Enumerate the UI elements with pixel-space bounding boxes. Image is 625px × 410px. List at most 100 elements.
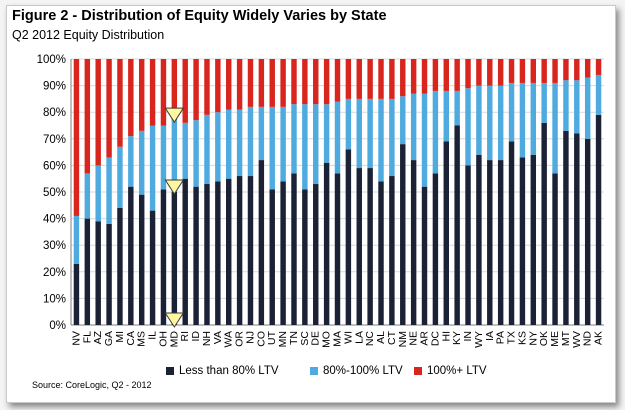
- bar-segment-nv-1: [73, 215, 80, 264]
- legend-item-100-plus: 100%+ LTV: [414, 365, 487, 377]
- bar-segment-mi-1: [117, 146, 123, 208]
- bar-segment-ri-0: [182, 178, 188, 325]
- legend-label-80-100: 80%-100% LTV: [323, 365, 403, 377]
- x-tick-label: AZ: [92, 330, 104, 344]
- bar-segment-al-0: [378, 181, 384, 325]
- bar-segment-mn-1: [280, 106, 286, 182]
- bar-segment-nm-1: [400, 96, 406, 145]
- legend-label-less-than-80: Less than 80% LTV: [179, 365, 279, 377]
- chart-subtitle: Q2 2012 Equity Distribution: [12, 28, 165, 42]
- y-tick-label: 10%: [43, 293, 66, 305]
- bar-segment-ia-2: [487, 59, 493, 86]
- bar-segment-mo-1: [323, 104, 330, 163]
- bar-segment-hi-1: [443, 90, 449, 142]
- x-tick-label: IA: [484, 331, 496, 341]
- y-tick-label: 40%: [43, 214, 66, 226]
- bar-segment-nv-0: [73, 263, 80, 325]
- bar-segment-sc-0: [302, 189, 308, 325]
- bar-segment-ut-2: [269, 59, 275, 107]
- bar-segment-nd-2: [584, 59, 591, 78]
- bar-segment-me-1: [552, 82, 558, 174]
- bar-segment-nh-2: [204, 59, 210, 115]
- bar-segment-ma-0: [334, 173, 341, 325]
- bar-segment-ky-0: [454, 125, 460, 325]
- bar-segment-ca-0: [128, 186, 134, 325]
- legend-label-100-plus: 100%+ LTV: [427, 365, 487, 377]
- bar-segment-oh-2: [160, 59, 167, 126]
- x-tick-label: TX: [506, 331, 518, 344]
- legend-item-less-than-80: Less than 80% LTV: [166, 365, 279, 377]
- bar-segment-in-1: [465, 88, 471, 166]
- bar-segment-ms-2: [138, 59, 145, 131]
- x-tick-label: DE: [310, 331, 322, 346]
- x-tick-label: CO: [255, 331, 267, 347]
- bar-segment-id-2: [193, 59, 199, 121]
- bar-segment-mn-0: [280, 181, 286, 325]
- bar-segment-nh-0: [204, 184, 210, 325]
- x-tick-label: UT: [266, 330, 278, 345]
- highlight-marker: [164, 179, 185, 195]
- bar-segment-ma-1: [334, 101, 341, 174]
- bar-segment-or-0: [236, 176, 243, 325]
- legend-swatch-80-100: [310, 367, 318, 375]
- x-tick-label: MO: [321, 331, 333, 348]
- y-tick-label: 30%: [43, 240, 66, 252]
- bar-segment-wa-1: [226, 109, 232, 179]
- legend-swatch-less-than-80: [166, 367, 174, 375]
- x-tick-label: WA: [223, 331, 235, 348]
- bar-segment-ri-2: [182, 59, 188, 123]
- x-tick-label: OH: [157, 331, 169, 347]
- bar-segment-ny-2: [530, 59, 537, 83]
- bar-segment-hi-2: [443, 59, 449, 91]
- bar-segment-id-0: [193, 186, 199, 325]
- x-tick-label: OK: [538, 331, 550, 346]
- bar-segment-md-2: [171, 59, 178, 121]
- bar-segment-nc-2: [367, 59, 373, 99]
- bar-segment-ok-1: [541, 82, 547, 123]
- bar-segment-wi-2: [345, 59, 352, 99]
- bar-segment-pa-1: [497, 85, 504, 161]
- chart-title: Figure 2 - Distribution of Equity Widely…: [12, 8, 387, 24]
- bar-segment-oh-1: [160, 125, 167, 190]
- bar-segment-az-2: [95, 59, 101, 166]
- x-tick-label: HI: [440, 331, 452, 342]
- bar-segment-hi-0: [443, 141, 449, 325]
- x-tick-label: NV: [70, 331, 82, 346]
- bar-segment-me-2: [552, 59, 558, 83]
- x-tick-label: WV: [571, 331, 583, 348]
- highlight-marker: [164, 312, 185, 328]
- bar-segment-la-0: [356, 168, 362, 325]
- bar-segment-tx-1: [508, 82, 515, 142]
- bar-segment-sc-1: [302, 104, 308, 190]
- x-tick-label: NC: [364, 331, 376, 347]
- x-tick-label: GA: [103, 331, 115, 346]
- bar-segment-va-0: [215, 181, 221, 325]
- bar-segment-in-0: [465, 165, 471, 325]
- y-tick-label: 20%: [43, 267, 66, 279]
- bar-segment-mt-2: [563, 59, 569, 81]
- bar-segment-ny-1: [530, 82, 537, 155]
- highlight-marker: [164, 107, 185, 124]
- x-tick-label: AK: [593, 331, 605, 345]
- bar-segment-ma-2: [334, 59, 341, 102]
- bar-segment-dc-1: [432, 90, 439, 174]
- bar-segment-ca-1: [128, 136, 134, 187]
- bar-segment-mi-2: [117, 59, 123, 147]
- bar-segment-ms-0: [138, 194, 145, 325]
- x-tick-label: WY: [473, 331, 485, 348]
- bar-segment-mt-1: [563, 80, 569, 131]
- bar-segment-fl-0: [84, 218, 91, 325]
- y-tick-label: 50%: [43, 187, 66, 199]
- x-tick-label: NY: [527, 331, 539, 346]
- bar-segment-nh-1: [204, 114, 210, 185]
- x-tick-label: MT: [560, 330, 572, 346]
- x-tick-label: ND: [582, 331, 594, 347]
- bar-segment-pa-2: [497, 59, 504, 86]
- bar-segment-wv-2: [574, 59, 580, 81]
- bar-segment-ks-0: [519, 157, 526, 325]
- bar-segment-ar-1: [421, 93, 428, 187]
- bar-segment-ok-0: [541, 122, 547, 325]
- bar-segment-ok-2: [541, 59, 547, 83]
- bar-segment-il-2: [149, 59, 156, 126]
